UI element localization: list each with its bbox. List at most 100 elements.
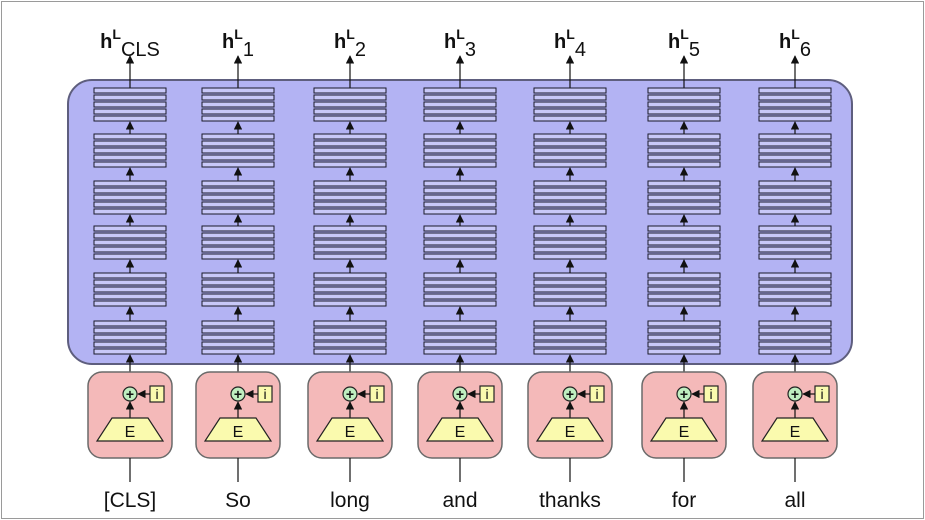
add-symbol: +	[680, 386, 688, 402]
layer-bar	[758, 246, 832, 253]
layer-bar	[647, 225, 721, 232]
transformer-layer	[423, 320, 497, 355]
position-index-label: i	[709, 386, 712, 402]
layer-bar	[647, 286, 721, 293]
layer-bar	[758, 161, 832, 168]
layer-bar	[201, 108, 275, 115]
layer-bar	[423, 194, 497, 201]
transformer-layer	[423, 87, 497, 122]
layer-bar	[313, 208, 387, 215]
layer-bar	[647, 180, 721, 187]
layer-bar	[313, 286, 387, 293]
layer-bar	[423, 334, 497, 341]
layer-bar	[758, 286, 832, 293]
layer-bar	[647, 320, 721, 327]
layer-bar	[758, 208, 832, 215]
transformer-layer	[758, 272, 832, 307]
layer-bar	[758, 320, 832, 327]
layer-bar	[423, 201, 497, 208]
layer-bar	[758, 115, 832, 122]
layer-bar	[758, 232, 832, 239]
transformer-layer	[647, 225, 721, 260]
layer-bar	[647, 232, 721, 239]
layer-bar	[201, 133, 275, 140]
layer-bar	[533, 225, 607, 232]
output-label-sup: L	[112, 26, 121, 42]
layer-bar	[533, 147, 607, 154]
layer-bar	[647, 293, 721, 300]
layer-bar	[201, 94, 275, 101]
layer-bar	[533, 341, 607, 348]
layer-bar	[647, 279, 721, 286]
layer-bar	[313, 348, 387, 355]
token-column: hL6 + i E all	[752, 26, 838, 512]
layer-bar	[423, 232, 497, 239]
layer-bar	[647, 87, 721, 94]
layer-bar	[201, 239, 275, 246]
add-icon: +	[122, 386, 138, 402]
layer-bar	[423, 225, 497, 232]
layer-bar	[313, 279, 387, 286]
embedding-box: + i E	[752, 371, 838, 459]
layer-bar	[313, 187, 387, 194]
layer-bar	[93, 208, 167, 215]
layer-bar	[93, 87, 167, 94]
layer-bar	[201, 348, 275, 355]
layer-bar	[423, 293, 497, 300]
layer-bar	[93, 300, 167, 307]
output-label-sup: L	[234, 26, 243, 42]
layer-bar	[533, 327, 607, 334]
layer-bar	[758, 101, 832, 108]
output-label-base: h	[554, 31, 566, 53]
layer-bar	[423, 161, 497, 168]
layer-bar	[533, 108, 607, 115]
layer-bar	[201, 101, 275, 108]
layer-bar	[201, 253, 275, 260]
token-label: all	[784, 489, 805, 512]
embedding-label: E	[565, 424, 576, 441]
layer-bar	[423, 94, 497, 101]
layer-bar	[313, 246, 387, 253]
output-label-base: h	[668, 31, 680, 53]
layer-bar	[93, 154, 167, 161]
layer-bar	[533, 140, 607, 147]
layer-bar	[758, 293, 832, 300]
layer-bar	[758, 225, 832, 232]
layer-bar	[647, 239, 721, 246]
token-label: and	[442, 489, 477, 512]
layer-bar	[533, 279, 607, 286]
layer-bar	[93, 187, 167, 194]
transformer-layer	[93, 87, 167, 122]
layer-bar	[93, 239, 167, 246]
layer-bar	[201, 279, 275, 286]
layer-bar	[758, 201, 832, 208]
layer-bar	[201, 154, 275, 161]
transformer-layer	[533, 272, 607, 307]
embedding-label: E	[790, 424, 801, 441]
transformer-layer	[201, 87, 275, 122]
layer-bar	[533, 253, 607, 260]
embedding-layer-shape	[649, 417, 719, 442]
add-symbol: +	[791, 386, 799, 402]
embedding-label: E	[455, 424, 466, 441]
layer-bar	[533, 246, 607, 253]
layer-bar	[647, 133, 721, 140]
layer-bar	[647, 147, 721, 154]
layer-bar	[758, 348, 832, 355]
output-label-sup: L	[680, 26, 689, 42]
layer-bar	[313, 147, 387, 154]
layer-bar	[758, 253, 832, 260]
output-label: hL6	[779, 26, 811, 61]
add-icon: +	[562, 386, 578, 402]
transformer-layer	[423, 225, 497, 260]
layer-bar	[758, 94, 832, 101]
layer-bar	[313, 140, 387, 147]
transformer-layer	[201, 180, 275, 215]
embedding-label: E	[125, 424, 136, 441]
add-symbol: +	[566, 386, 574, 402]
output-label-sub: 5	[689, 39, 700, 61]
layer-bar	[758, 300, 832, 307]
transformer-layer	[201, 225, 275, 260]
